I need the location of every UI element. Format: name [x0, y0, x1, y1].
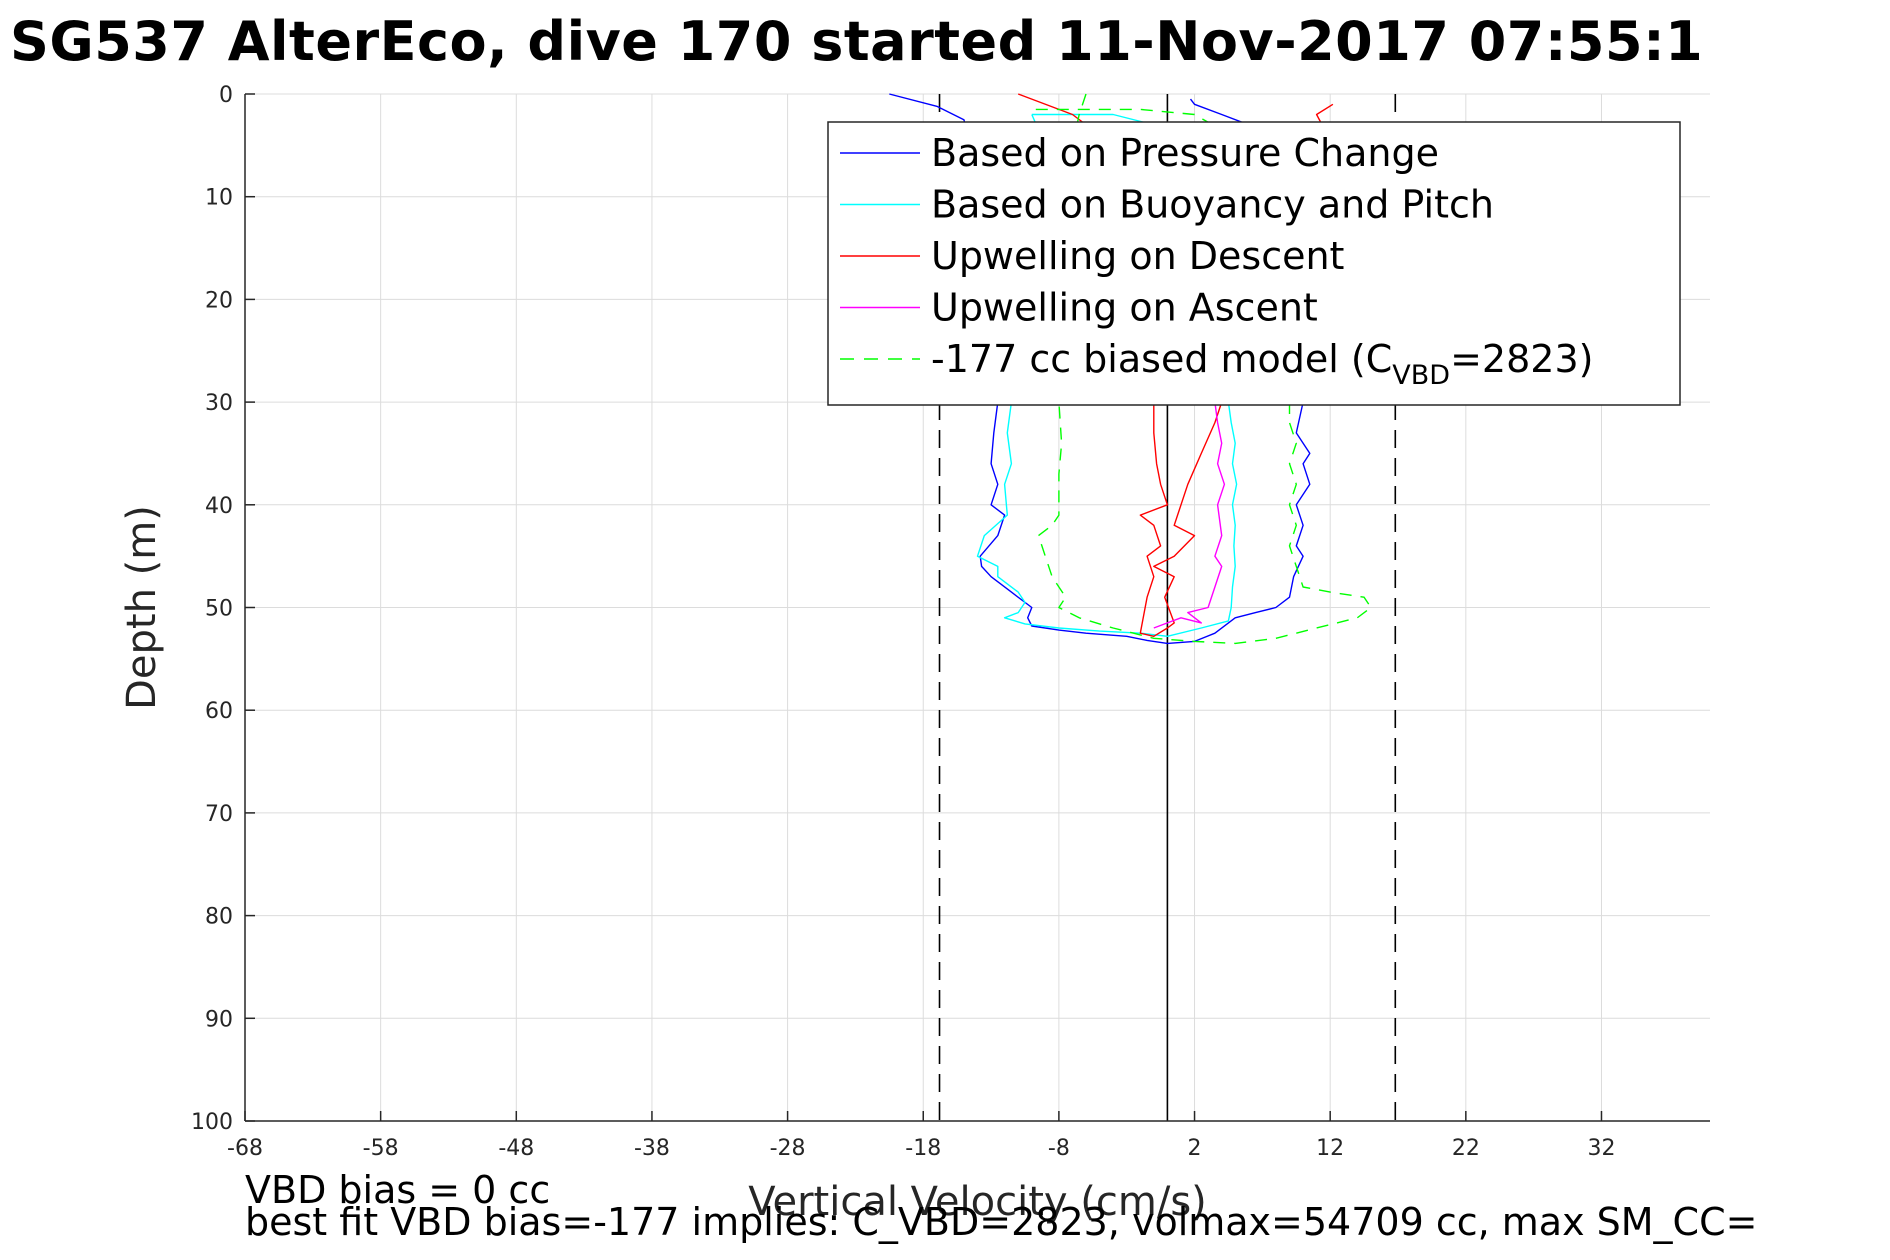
y-tick-label: 40: [205, 494, 233, 519]
y-tick-label: 90: [205, 1007, 233, 1032]
x-tick-label: -18: [905, 1136, 941, 1161]
axes-layer: -68 -58 -48 -38 -28 -18 -8 2 12 22 32 0 10 20 30 40 50 60…: [191, 83, 1710, 1161]
legend-label-4: Upwelling on Ascent: [931, 286, 1318, 330]
legend-label-1: Based on Pressure Change: [931, 131, 1439, 175]
series-line-1: [889, 93, 1311, 645]
y-tick-label: 0: [219, 83, 233, 108]
x-tick-label: 32: [1587, 1136, 1615, 1161]
legend-label-2: Based on Buoyancy and Pitch: [931, 183, 1494, 227]
y-tick-label: 60: [205, 699, 233, 724]
x-tick-label: -68: [227, 1136, 263, 1161]
legend-box: [827, 121, 1681, 406]
x-tick-label: 22: [1452, 1136, 1480, 1161]
footer-best-fit: best fit VBD bias=-177 implies: C_VBD=28…: [245, 1200, 1758, 1244]
legend-label-5: -177 cc biased model (CVBD=2823): [931, 337, 1593, 391]
legend-label-3: Upwelling on Descent: [931, 234, 1344, 278]
x-axis-label: Vertical Velocity (cm/s): [748, 1179, 1207, 1225]
y-tick-label: 30: [205, 391, 233, 416]
x-tick-label: 12: [1316, 1136, 1344, 1161]
x-tick-label: -28: [770, 1136, 806, 1161]
x-tick-label: -8: [1048, 1136, 1070, 1161]
x-tick-label: -48: [498, 1136, 534, 1161]
y-tick-label: 100: [191, 1110, 233, 1135]
x-tick-label: -38: [634, 1136, 670, 1161]
chart-title: SG537 AlterEco, dive 170 started 11-Nov-…: [10, 10, 1704, 73]
y-tick-label: 10: [205, 186, 233, 211]
x-tick-label: 2: [1188, 1136, 1202, 1161]
y-axis-label: Depth (m): [119, 505, 165, 710]
footer-vbd-bias: VBD bias = 0 cc: [245, 1168, 551, 1212]
y-tick-label: 70: [205, 802, 233, 827]
legend: Based on Pressure Change Based on Buoyanc…: [827, 121, 1681, 406]
y-tick-label: 50: [205, 597, 233, 622]
y-tick-label: 20: [205, 288, 233, 313]
x-tick-label: -58: [363, 1136, 399, 1161]
y-tick-label: 80: [205, 905, 233, 930]
